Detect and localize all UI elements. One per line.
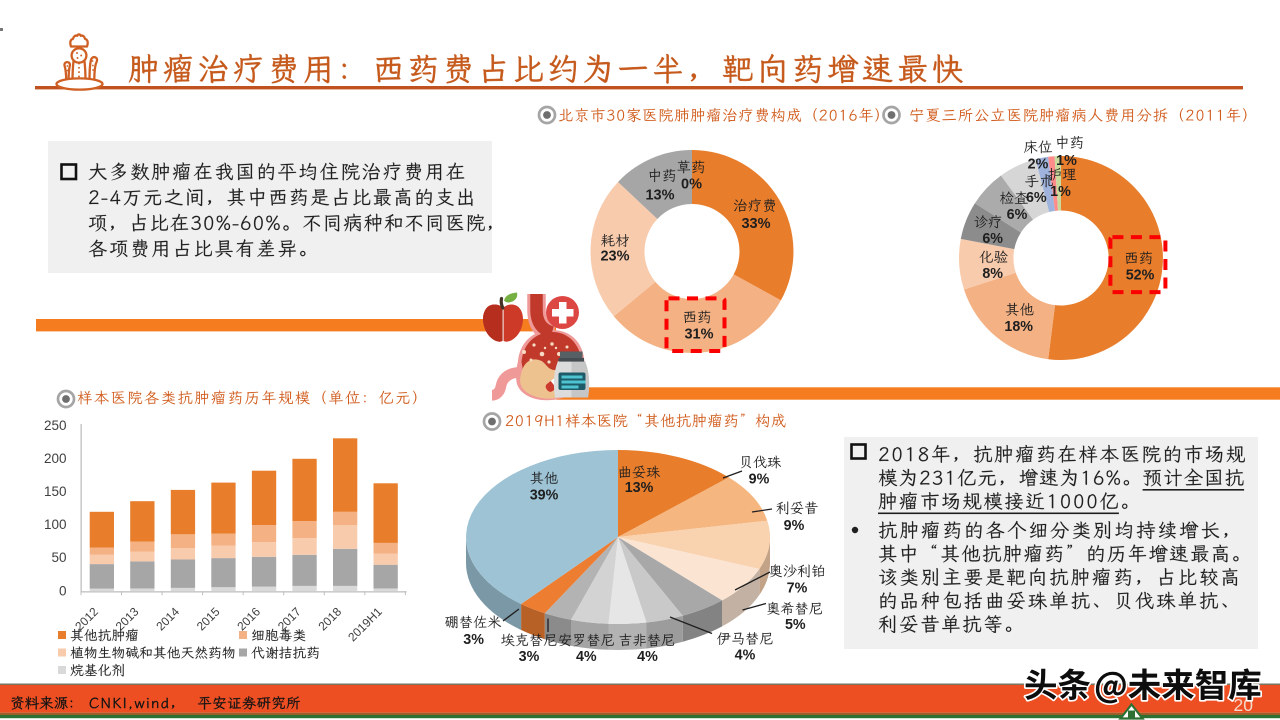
svg-text:6%: 6% [1007,207,1028,223]
svg-text:2015: 2015 [194,604,223,633]
svg-text:31%: 31% [684,327,713,343]
svg-text:18%: 18% [1004,319,1033,335]
svg-text:2016: 2016 [234,604,263,633]
svg-text:52%: 52% [1126,268,1155,284]
svg-text:1%: 1% [1050,184,1071,200]
svg-text:2014: 2014 [153,604,182,633]
svg-text:33%: 33% [741,216,770,232]
svg-text:1%: 1% [1056,153,1077,169]
svg-text:13%: 13% [625,480,654,496]
svg-text:2018: 2018 [315,604,344,633]
svg-text:13%: 13% [645,188,674,204]
svg-text:9%: 9% [749,472,770,488]
svg-text:2013: 2013 [113,604,142,633]
svg-text:6%: 6% [1026,190,1047,206]
svg-text:3%: 3% [519,649,540,665]
svg-text:250: 250 [44,418,67,433]
svg-text:2017: 2017 [275,604,304,633]
svg-text:39%: 39% [530,488,559,504]
svg-text:6%: 6% [982,231,1003,247]
svg-text:2019H1: 2019H1 [345,604,385,644]
svg-text:5%: 5% [785,617,806,633]
svg-text:2012: 2012 [72,604,101,633]
svg-text:200: 200 [44,451,67,466]
svg-text:4%: 4% [637,649,658,665]
svg-text:100: 100 [44,517,67,532]
svg-text:9%: 9% [784,518,805,534]
svg-text:23%: 23% [600,249,629,265]
svg-text:150: 150 [44,484,67,499]
svg-text:4%: 4% [576,649,597,665]
svg-text:7%: 7% [787,581,808,597]
svg-text:0: 0 [59,583,67,598]
svg-text:4%: 4% [735,648,756,664]
svg-text:2%: 2% [1028,157,1049,173]
svg-text:8%: 8% [982,266,1003,282]
svg-text:0%: 0% [681,177,702,193]
svg-text:3%: 3% [463,632,484,648]
svg-text:50: 50 [51,550,66,565]
